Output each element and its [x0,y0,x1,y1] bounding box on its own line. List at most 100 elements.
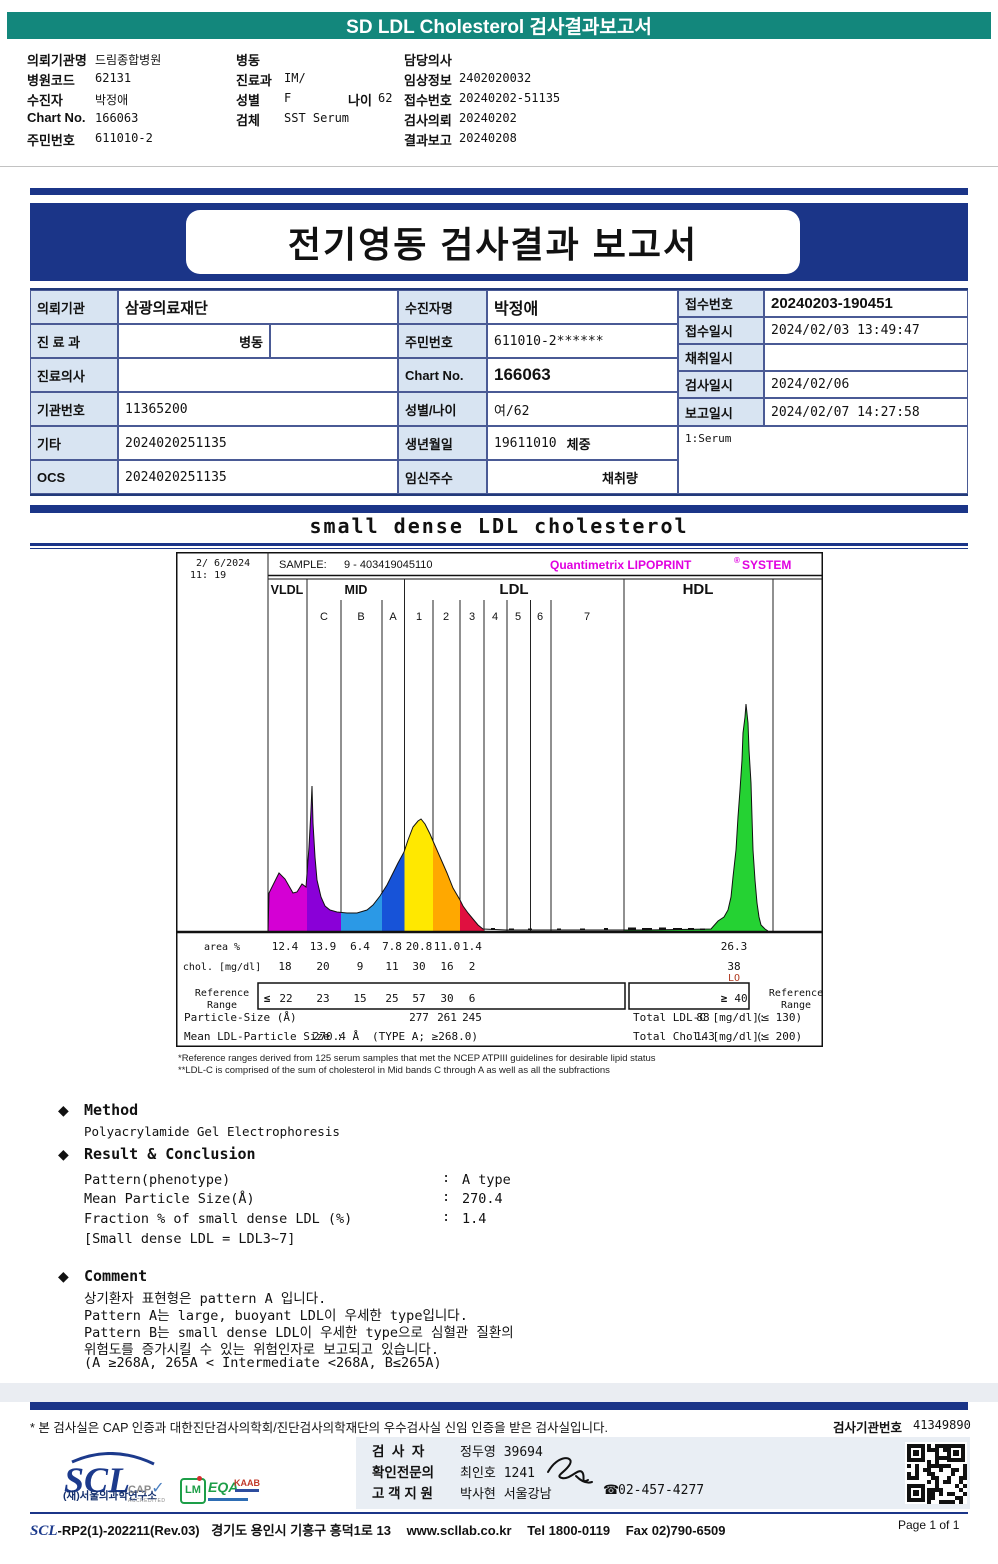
row-label: 생년월일 [398,426,487,460]
field-label: 병동 [236,53,260,68]
comment-line: Pattern B는 small dense LDL이 우세한 type으로 심… [84,1325,514,1341]
total-ldl-ref: (≤ 130) [756,1011,802,1024]
support-phone: 02-457-4277 [618,1483,705,1498]
row-label: 주민번호 [398,324,487,358]
row-label: 채취일시 [678,344,764,371]
eqa-logo: EQA [208,1479,254,1501]
diamond-icon: ◆ [58,1268,69,1284]
field-value: 2402020032 [459,71,532,85]
subband-7: 7 [584,611,590,623]
website-link[interactable]: www.scllab.co.kr [406,1523,512,1538]
org-no-value: 41349890 [913,1418,971,1432]
field-value: 166063 [95,111,139,125]
ref-mid-a: 25 [385,992,398,1005]
field-value: 611010-2 [95,131,153,145]
area-mid-a: 7.8 [382,940,402,953]
qr-finder-centers [913,1450,959,1496]
qr-code [905,1442,967,1504]
field-label: 검사의뢰 [404,113,452,128]
row-label: 기타 [30,426,118,460]
comment-heading: Comment [84,1267,148,1285]
field-label: 임상정보 [404,73,452,88]
chol-row-label: chol. [mg/dl] [183,962,261,973]
brand-quantimetrix: Quantimetrix LIPOPRINT [550,558,692,572]
kslm-logo-dot [197,1476,202,1481]
subband-1: 1 [416,611,422,623]
row-label: 접수번호 [678,290,764,317]
chol-ldl3: 2 [469,960,476,973]
result-row-label: Mean Particle Size(Å) [84,1191,255,1207]
ordering-org: 삼광의료재단 [118,290,398,324]
ocs-value: 2024020251135 [118,460,398,494]
field-value: 박정애 [95,93,129,107]
collected-at [764,344,968,371]
kaab-logo-bar [235,1489,259,1492]
dept-value: 병동 [118,324,270,358]
address: 경기도 용인시 기흥구 흥덕1로 13 [211,1523,391,1538]
band-label-mid: MID [345,583,368,597]
ref-box-right [628,982,750,1010]
confirming-doctor-value: 최인호 1241 [460,1466,536,1481]
kaab-logo: KAAB [232,1478,262,1500]
ref-vldl: 22 [279,992,292,1005]
kaab-logo-text: KAAB [234,1478,260,1488]
eqa-logo-bar [208,1498,248,1501]
confirming-doctor-label: 확인전문의 [372,1465,435,1480]
document-footer-line: SCL-RP2(1)-202211(Rev.03) 경기도 용인시 기흥구 흥덕… [30,1520,725,1540]
chol-ldl2: 16 [440,960,453,973]
pregnancy-week: 채취량 [487,460,678,494]
org-no-label: 검사기관번호 [833,1421,903,1435]
lipoprint-chart: 2/ 6/2024 11: 19 SAMPLE: 9 - 40341904511… [176,552,823,1047]
banner-title: 전기영동 검사결과 보고서 [287,224,699,265]
area-hdl: 26.3 [721,940,748,953]
ref-geq-icon: ≥ [721,992,728,1005]
field-label: 결과보고 [404,133,452,148]
field-label: 주민번호 [27,133,75,148]
phone-icon: ☎ [603,1482,620,1497]
received-at: 2024/02/03 13:49:47 [764,317,968,344]
section-rule-bottom-thin [30,548,968,549]
field-value: 62131 [95,71,132,85]
area-mid-c: 13.9 [310,940,337,953]
subband-4: 4 [492,611,498,623]
banner-top-strip [30,188,968,195]
patient-name: 박정애 [487,290,678,324]
customer-support-label: 고 객 지 원 [372,1486,433,1501]
field-label: 의뢰기관명 [27,53,87,68]
row-label: 임신주수 [398,460,487,494]
row-label: 의뢰기관 [30,290,118,324]
comment-line: 상기환자 표현형은 pattern A 입니다. [84,1291,327,1307]
accreditation-note: * 본 검사실은 CAP 인증과 대한진단검사의학회/진단검사의학재단의 우수검… [30,1421,609,1435]
tested-at: 2024/02/06 [764,371,968,398]
footnote-1: *Reference ranges derived from 125 serum… [178,1053,656,1064]
baseline-noise [491,927,705,930]
diamond-icon: ◆ [58,1102,69,1118]
chol-ldl1: 30 [412,960,425,973]
birth-value: 19611010 [494,435,557,451]
colon: : [442,1209,451,1225]
scl-logo-graphic: SCL [64,1452,155,1500]
comment-line: 위험도를 증가시킬 수 있는 위험인자로 보고되고 있습니다. [84,1342,439,1358]
signature [547,1457,593,1484]
chol-mid-a: 11 [385,960,398,973]
ref-row-label-2: Range [207,1000,237,1011]
sex-age: 여/62 [487,392,678,426]
field-value: 20240208 [459,131,517,145]
result-row-value: 270.4 [462,1191,503,1207]
result-note: [Small dense LDL = LDL3~7] [84,1231,296,1247]
total-chol-ref: (≤ 200) [756,1030,802,1043]
colon: : [442,1170,451,1186]
row-label: 검사일시 [678,371,764,398]
mean-type-note: (TYPE A; ≥268.0) [372,1030,478,1043]
customer-support-value: 박사현 서울강남 [460,1487,552,1502]
page-number: Page 1 of 1 [898,1518,960,1532]
field-value: 20240202-51135 [459,91,561,105]
order-info-table: 의뢰기관 진 료 과 진료의사 기관번호 기타 OCS 삼광의료재단 병동 11… [30,288,968,496]
bottom-divider [30,1512,968,1514]
ref-row-label-1: Reference [195,988,249,999]
divider [0,166,998,167]
total-chol-label: Total Chol. [mg/dl]: [633,1030,765,1043]
colon: : [442,1189,451,1205]
check-icon: ✓ [151,1480,165,1497]
comment-line: (A ≥268A, 265A < Intermediate <268A, B≤2… [84,1355,442,1371]
